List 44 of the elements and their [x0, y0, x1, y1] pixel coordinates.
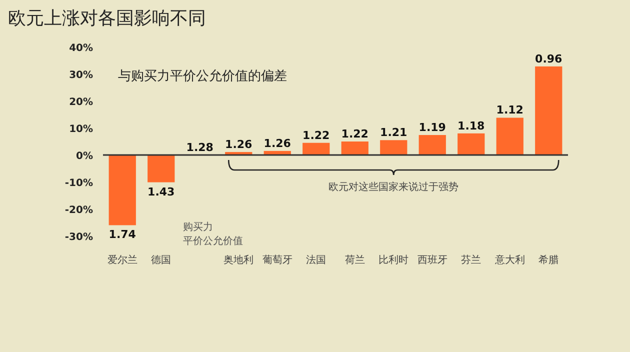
annotation: 1.28: [186, 141, 214, 154]
annotation: 1.26: [264, 136, 292, 150]
bar: [418, 135, 446, 155]
bar: [380, 140, 408, 155]
annotation: 欧元对这些国家来说过于强势: [328, 181, 459, 193]
y-tick-label: 0%: [76, 151, 93, 162]
y-tick-label: 20%: [69, 97, 93, 108]
x-tick-label: 奥地利: [224, 254, 254, 266]
y-tick-label: 40%: [69, 43, 93, 54]
annotation: 1.12: [496, 104, 524, 117]
bar: [458, 133, 485, 155]
chart-title: 欧元上涨对各国影响不同: [8, 8, 206, 29]
bar: [108, 155, 136, 226]
annotation: 1.74: [108, 228, 136, 242]
x-tick-label: 芬兰: [461, 254, 482, 266]
annotation: 1.21: [380, 126, 408, 140]
annotation: 1.22: [302, 128, 330, 142]
annotation: 1.22: [341, 128, 368, 140]
x-tick-label: 希腊: [538, 254, 559, 266]
bar: [302, 142, 330, 155]
x-tick-label: 比利时: [378, 254, 409, 266]
x-tick-label: 荷兰: [344, 254, 365, 266]
y-tick-label: 30%: [69, 70, 93, 81]
bar: [148, 155, 175, 182]
y-tick-label: -20%: [64, 205, 93, 216]
x-tick-label: 德国: [151, 255, 172, 266]
y-tick-label: -30%: [64, 232, 93, 243]
y-tick-label: -10%: [64, 178, 93, 189]
x-tick-label: 购买力平价公允价值: [182, 221, 243, 247]
text: 与购买力平价公允价值的偏差: [118, 69, 287, 84]
x-tick-label: 法国: [306, 254, 326, 266]
x-tick-label: 意大利: [494, 254, 525, 266]
bar: [496, 118, 524, 155]
x-tick-label: 爱尔兰: [107, 254, 138, 266]
annotation: 1.26: [225, 138, 253, 152]
x-tick-label: 葡萄牙: [262, 254, 292, 266]
annotation: 1.18: [458, 119, 485, 132]
annotation: 1.43: [148, 185, 175, 198]
bar: [341, 142, 368, 155]
x-tick-label: 西班牙: [417, 254, 448, 266]
annotation: 1.19: [418, 121, 446, 134]
bar: [535, 66, 562, 155]
y-tick-label: 10%: [69, 124, 93, 135]
annotation: 0.96: [535, 52, 563, 66]
